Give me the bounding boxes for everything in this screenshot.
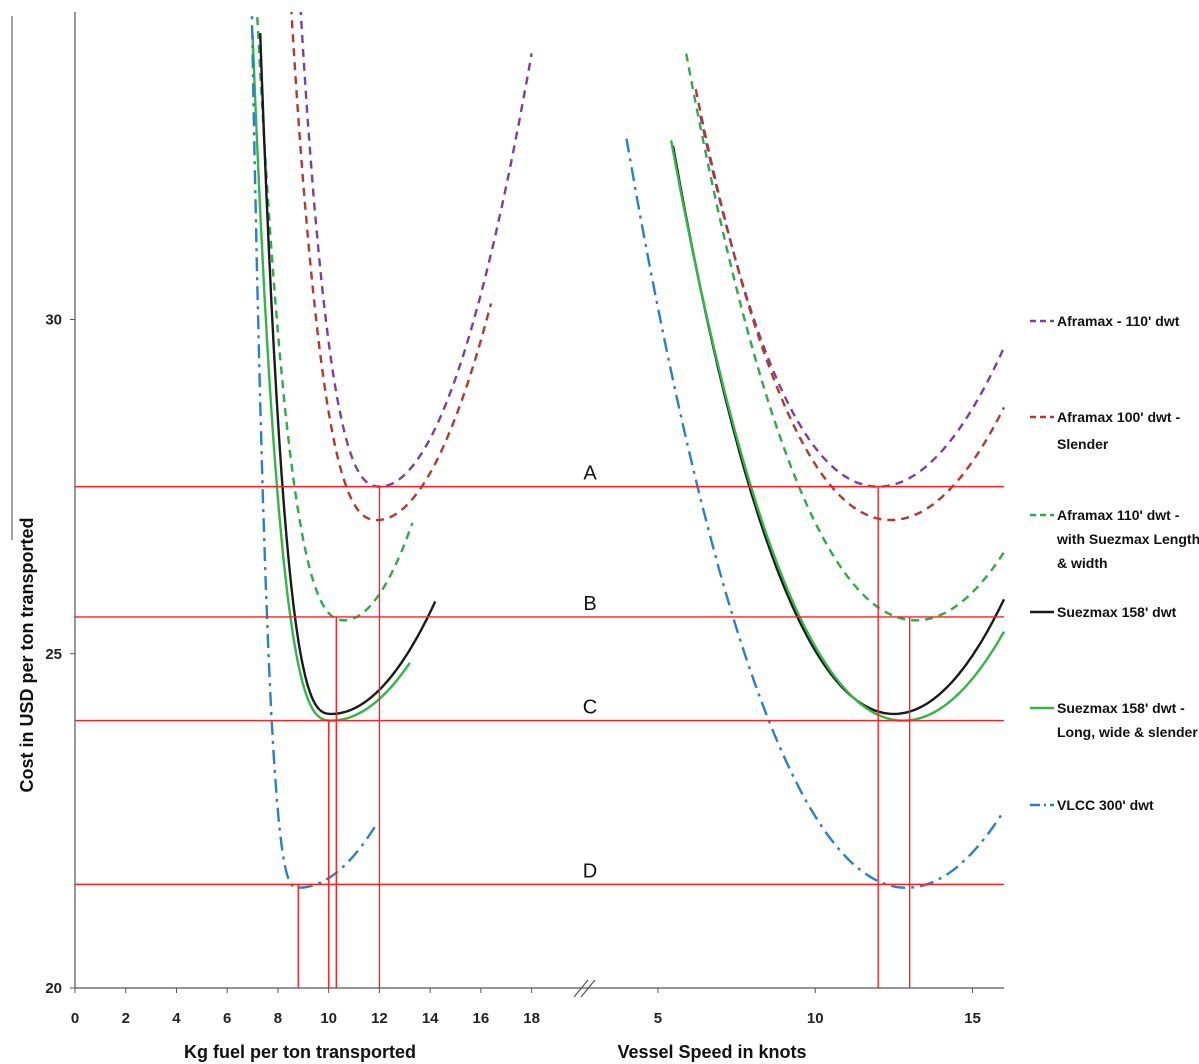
axes: [11, 12, 1004, 998]
reference-label-d: D: [583, 860, 597, 882]
series-line-aframax-110-dwt-speed: [699, 115, 1006, 488]
series-line-aframax-110-dwt-fuel: [299, 12, 533, 488]
y-tick-label: 30: [45, 312, 62, 329]
series-line-suezmax-158-dwt-speed: [671, 145, 1006, 716]
series-line-aframax-110-dwt-with-suezmax-length-width-speed: [685, 53, 1006, 622]
legend-label-aframax-100-dwt-slender: Aframax 100' dwt -: [1057, 409, 1180, 425]
x-tick-label-fuel: 16: [473, 1010, 490, 1027]
legend-label-vlcc-300-dwt: VLCC 300' dwt: [1057, 797, 1154, 813]
reference-lines: A B C D: [75, 463, 1004, 988]
x-tick-label-fuel: 0: [71, 1010, 79, 1027]
series-line-vlcc-300-dwt-fuel: [250, 12, 378, 889]
legend: Aframax - 110' dwt Aframax 100' dwt - Slen…: [1030, 313, 1199, 813]
x-tick-label-fuel: 4: [172, 1010, 181, 1027]
x-tick-label-fuel: 6: [223, 1010, 231, 1027]
x-tick-label-fuel: 10: [320, 1010, 337, 1027]
legend-label-aframax-110-dwt-with-suezmax-length-width: Aframax 110' dwt -: [1057, 507, 1180, 523]
reference-label-a: A: [583, 463, 597, 485]
y-tick-label: 20: [45, 980, 62, 997]
legend-label-suezmax-158-dwt-long-wide-slender: Long, wide & slender: [1057, 724, 1198, 740]
legend-label-suezmax-158-dwt: Suezmax 158' dwt: [1057, 604, 1177, 620]
x-tick-label-speed: 15: [964, 1010, 981, 1027]
legend-label-aframax-100-dwt-slender: Slender: [1057, 436, 1109, 452]
y-tick-label: 25: [45, 646, 62, 663]
legend-label-aframax-110-dwt-with-suezmax-length-width: with Suezmax Length: [1056, 531, 1199, 547]
series-curves: [250, 12, 1006, 889]
legend-label-suezmax-158-dwt-long-wide-slender: Suezmax 158' dwt -: [1057, 700, 1185, 716]
reference-label-c: C: [583, 697, 597, 719]
x-tick-label-fuel: 2: [122, 1010, 130, 1027]
reference-label-b: B: [583, 593, 596, 615]
x-axis-label-speed: Vessel Speed in knots: [617, 1042, 806, 1062]
series-line-vlcc-300-dwt-speed: [625, 138, 1006, 889]
x-tick-label-speed: 10: [807, 1010, 824, 1027]
axis-break-mark-1: [573, 979, 589, 998]
series-line-suezmax-158-dwt-long-wide-slender-speed: [669, 140, 1006, 722]
x-tick-label-fuel: 18: [523, 1010, 540, 1027]
x-tick-label-fuel: 14: [422, 1010, 439, 1027]
x-tick-label-speed: 5: [654, 1010, 662, 1027]
series-line-aframax-100-dwt-slender-fuel: [290, 12, 493, 522]
x-tick-label-fuel: 8: [274, 1010, 282, 1027]
x-axis-label-fuel: Kg fuel per ton transported: [184, 1042, 416, 1062]
x-tick-label-fuel: 12: [371, 1010, 388, 1027]
axis-break-mark-2: [580, 979, 596, 998]
legend-label-aframax-110-dwt: Aframax - 110' dwt: [1057, 313, 1180, 329]
series-line-suezmax-158-dwt-fuel: [259, 33, 437, 716]
legend-label-aframax-110-dwt-with-suezmax-length-width: & width: [1057, 555, 1108, 571]
series-line-aframax-110-dwt-with-suezmax-length-width-fuel: [255, 12, 414, 622]
tick-labels: 0 2 4 6 8 10 12 14 16 18 5 10 15 20 25 30: [45, 312, 981, 1027]
y-axis-label: Cost in USD per ton transported: [17, 517, 37, 792]
